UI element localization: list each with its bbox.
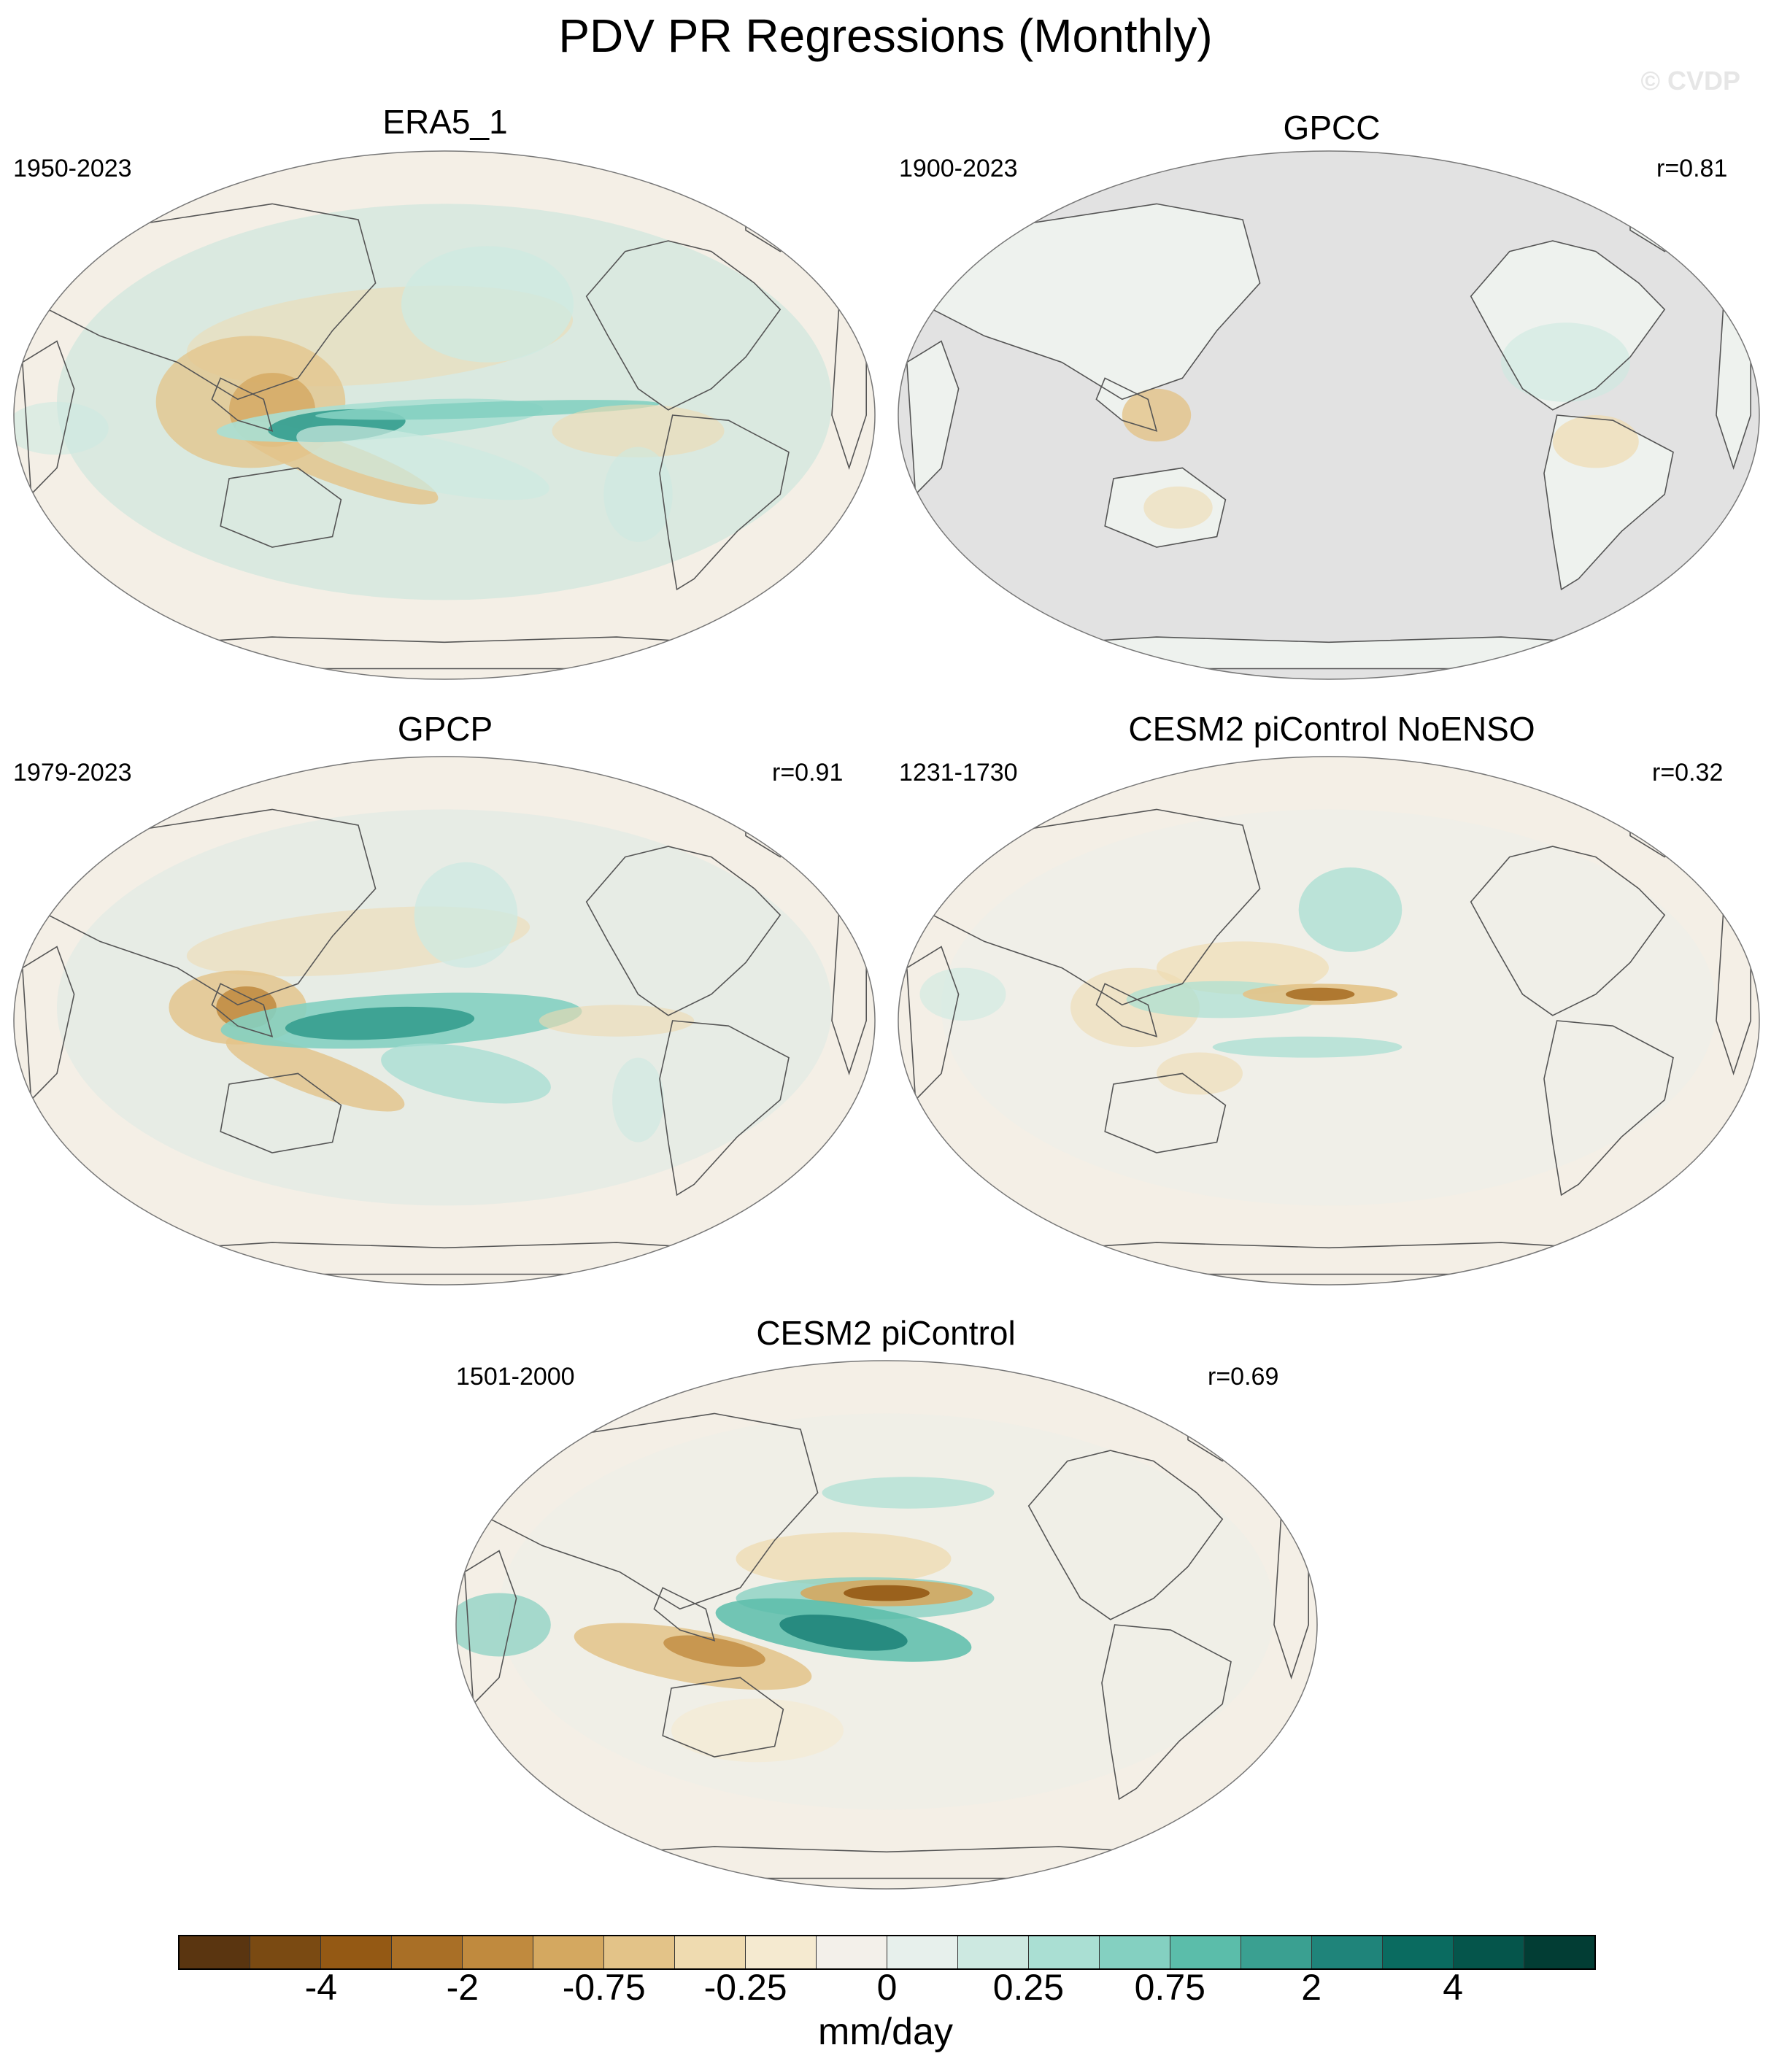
colorbar-swatch — [250, 1936, 321, 1968]
colorbar-tick-label: -0.75 — [562, 1967, 646, 2008]
coastline-americaN — [1470, 240, 1666, 411]
colorbar-swatch — [887, 1936, 958, 1968]
colorbar-swatch — [746, 1936, 817, 1968]
colorbar-tick-label: 0.25 — [992, 1967, 1065, 2008]
panel-corr-3: r=0.91 — [772, 759, 844, 786]
coastline-americaN — [585, 846, 782, 1016]
colorbar-tick-label: 0 — [876, 1967, 898, 2008]
coastline-australia — [1104, 1072, 1227, 1153]
panel-title-4: CESM2 piControl NoENSO — [1128, 710, 1535, 748]
colorbar-swatch — [321, 1936, 392, 1968]
map-border — [898, 756, 1760, 1286]
coastline-indoch — [211, 377, 274, 432]
panel-corr-4: r=0.32 — [1652, 759, 1724, 786]
coastline-indoch — [653, 1587, 716, 1642]
coastline-americaS — [1543, 1020, 1674, 1197]
coastline-americaN — [585, 240, 782, 411]
watermark: © CVDP — [1640, 66, 1740, 96]
colorbar-units: mm/day — [818, 2011, 953, 2053]
colorbar-swatch — [675, 1936, 746, 1968]
coastline-australia — [220, 1072, 342, 1153]
colorbar-swatch — [817, 1936, 887, 1968]
panel-corr-2: r=0.81 — [1656, 155, 1728, 182]
panel-period-4: 1231-1730 — [899, 759, 1018, 786]
coastline-asia — [932, 808, 1261, 1006]
panel-period-3: 1979-2023 — [13, 759, 132, 786]
panel-period-5: 1501-2000 — [456, 1363, 575, 1391]
colorbar — [178, 1935, 1596, 1970]
coastline-indoch — [1095, 377, 1158, 432]
coastline-africa — [906, 340, 960, 496]
coastline-australia — [662, 1677, 784, 1758]
colorbar-swatch — [533, 1936, 604, 1968]
panel-period-1: 1950-2023 — [13, 155, 132, 182]
coastline-americaS — [1101, 1624, 1232, 1801]
map-panel-5 — [455, 1360, 1318, 1890]
map-border — [455, 1360, 1318, 1890]
coastline-indoch — [1095, 983, 1158, 1037]
colorbar-tick-label: -2 — [446, 1967, 479, 2008]
colorbar-swatch — [1524, 1936, 1594, 1968]
coastline-asia — [490, 1412, 819, 1610]
colorbar-swatch — [1454, 1936, 1524, 1968]
coastline-africa — [906, 946, 960, 1102]
panel-corr-5: r=0.69 — [1208, 1363, 1279, 1391]
panel-title-5: CESM2 piControl — [756, 1314, 1016, 1352]
panel-period-2: 1900-2023 — [899, 155, 1018, 182]
map-border — [898, 150, 1760, 680]
coastline-australia — [220, 467, 342, 548]
coastline-americaS — [659, 414, 790, 591]
colorbar-swatch — [958, 1936, 1029, 1968]
colorbar-swatch — [1241, 1936, 1312, 1968]
colorbar-tick-label: 0.75 — [1134, 1967, 1205, 2008]
colorbar-swatch — [1170, 1936, 1241, 1968]
coastline-asia — [47, 203, 377, 401]
coastline-africa — [21, 946, 75, 1102]
colorbar-swatch — [604, 1936, 675, 1968]
colorbar-swatch — [180, 1936, 250, 1968]
colorbar-tick-label: -4 — [304, 1967, 338, 2008]
coastline-australia — [1104, 467, 1227, 548]
coastline-americaN — [1027, 1450, 1224, 1620]
coastline-africa — [21, 340, 75, 496]
colorbar-tick-label: -0.25 — [703, 1967, 787, 2008]
map-panel-1 — [13, 150, 876, 680]
coastline-asia — [47, 808, 377, 1006]
colorbar-tick-label: 2 — [1301, 1967, 1322, 2008]
panel-title-2: GPCC — [1283, 109, 1381, 147]
colorbar-swatch — [1029, 1936, 1100, 1968]
map-border — [13, 150, 876, 680]
coastline-americaS — [659, 1020, 790, 1197]
colorbar-tick-label: 4 — [1443, 1967, 1463, 2008]
coastline-africa — [463, 1550, 517, 1706]
coastline-indoch — [211, 983, 274, 1037]
colorbar-swatch — [1100, 1936, 1170, 1968]
coastline-americaN — [1470, 846, 1666, 1016]
map-panel-4 — [898, 756, 1760, 1286]
colorbar-swatch — [1312, 1936, 1383, 1968]
map-border — [13, 756, 876, 1286]
panel-title-3: GPCP — [397, 710, 493, 748]
panel-title-1: ERA5_1 — [382, 103, 508, 141]
map-panel-3 — [13, 756, 876, 1286]
colorbar-swatch — [1383, 1936, 1454, 1968]
coastline-asia — [932, 203, 1261, 401]
colorbar-swatch — [463, 1936, 533, 1968]
coastline-americaS — [1543, 414, 1674, 591]
map-panel-2 — [898, 150, 1760, 680]
figure-title: PDV PR Regressions (Monthly) — [558, 9, 1213, 62]
colorbar-swatch — [392, 1936, 463, 1968]
